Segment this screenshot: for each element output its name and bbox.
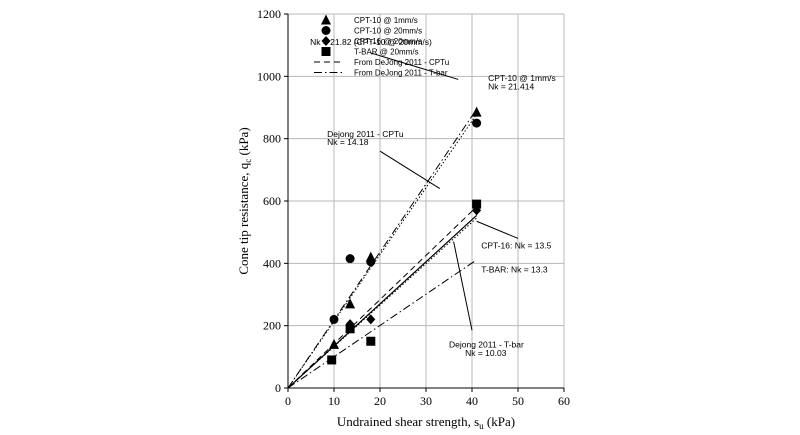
y-tick-label: 400 (263, 256, 281, 270)
data-point-circle (345, 254, 355, 264)
data-point-square (366, 336, 376, 346)
legend-label: T-BAR @ 20mm/s (354, 48, 419, 57)
reference-line (287, 206, 477, 389)
data-points (327, 106, 482, 365)
annotation-label: Nk = 10.03 (465, 348, 507, 358)
y-tick-label: 1200 (257, 7, 281, 21)
data-point-square (327, 355, 337, 365)
annotation-leader (370, 52, 459, 80)
annotation-leader (453, 241, 473, 331)
x-tick-label: 60 (558, 394, 570, 408)
y-tick-label: 600 (263, 194, 281, 208)
fit-line (287, 108, 478, 389)
annotation-label: Nk = 21.414 (488, 81, 534, 91)
annotation-label: Nk = 21.82 (CPT-10 @ 20mm/s) (310, 37, 432, 47)
y-tick-label: 200 (263, 319, 281, 333)
x-axis-title: Undrained shear strength, su (kPa) (337, 414, 515, 431)
reference-line (287, 259, 477, 389)
x-tick-label: 0 (285, 394, 291, 408)
legend-label: CPT-10 @ 20mm/s (354, 27, 422, 36)
grid (288, 13, 565, 388)
data-point-circle (366, 257, 376, 267)
annotation-label: CPT-10 @ 1mm/s (488, 73, 556, 83)
data-point-diamond (366, 314, 376, 325)
data-point-triangle (345, 298, 356, 309)
y-tick-label: 0 (275, 381, 281, 395)
annotations: Nk = 21.82 (CPT-10 @ 20mm/s) CPT-10 @ 1mm… (310, 37, 556, 358)
data-point-circle (329, 314, 339, 324)
legend-marker-triangle (321, 14, 331, 25)
fit-line (287, 114, 478, 389)
y-axis-title: Cone tip resistance, qc (kPa) (236, 127, 253, 274)
y-tick-label: 1000 (257, 69, 281, 83)
data-point-square (472, 199, 482, 209)
legend-marker-circle (321, 26, 331, 35)
y-tick-label: 800 (263, 132, 281, 146)
x-tick-label: 30 (420, 394, 432, 408)
legend-label: CPT-10 @ 1mm/s (354, 16, 418, 25)
x-tick-label: 50 (512, 394, 524, 408)
annotation-leader (476, 220, 519, 239)
data-point-circle (472, 118, 482, 128)
fit-line (287, 215, 478, 389)
data-point-square (345, 324, 355, 334)
legend-label: CPT-16 @ 20mm/s (354, 37, 422, 46)
trend-lines (287, 108, 478, 389)
annotation-label: Nk = 14.18 (327, 137, 369, 147)
legend-marker-diamond (321, 36, 331, 46)
legend-marker-square (321, 47, 331, 56)
annotation-label: T-BAR: Nk = 13.3 (481, 265, 548, 275)
x-tick-label: 10 (328, 394, 340, 408)
x-tick-label: 20 (374, 394, 386, 408)
x-tick-label: 40 (466, 394, 478, 408)
annotation-label: Dejong 2011 - T-bar (449, 339, 524, 349)
legend-label: From DeJong 2011 - CPTu (354, 58, 449, 67)
annotation-label: Dejong 2011 - CPTu (327, 129, 404, 139)
data-point-triangle (329, 338, 339, 349)
legend-label: From DeJong 2011 - T-bar (354, 69, 448, 78)
fit-line (287, 217, 477, 389)
data-point-triangle (471, 106, 482, 117)
annotation-leader (379, 150, 441, 189)
annotation-label: CPT-16: Nk = 13.5 (481, 241, 551, 251)
